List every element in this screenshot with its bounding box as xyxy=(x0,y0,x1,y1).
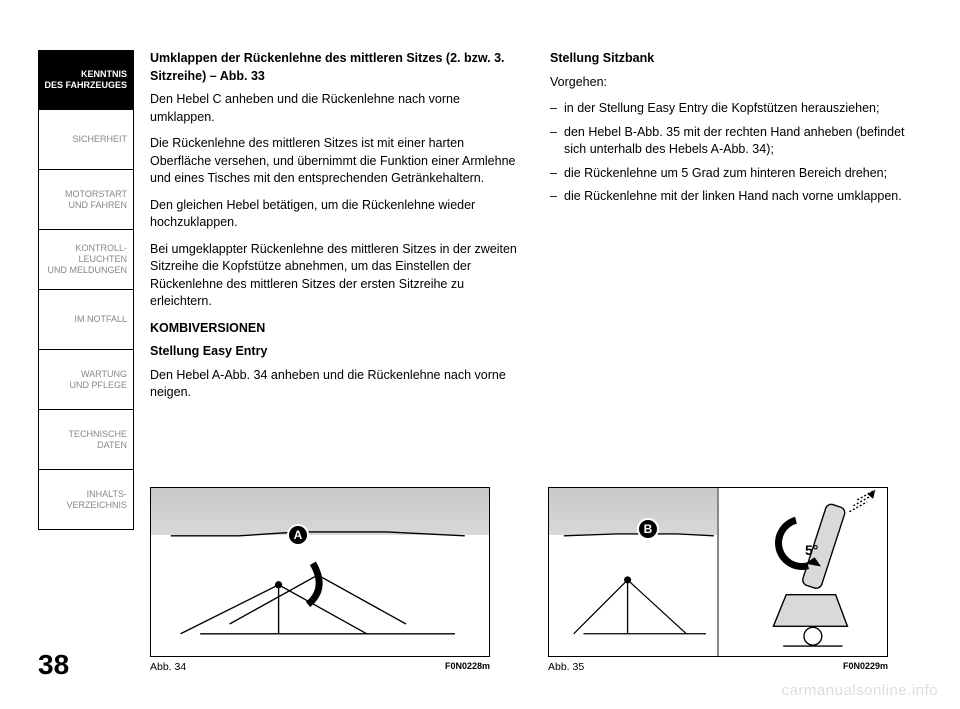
para: Vorgehen: xyxy=(550,74,920,92)
figure-35-left-panel: B xyxy=(549,488,718,656)
body-columns: Umklappen der Rückenlehne des mittleren … xyxy=(150,50,920,411)
left-column: Umklappen der Rückenlehne des mittleren … xyxy=(150,50,520,411)
list-item: die Rückenlehne um 5 Grad zum hinteren B… xyxy=(550,165,920,183)
sidebar-label: MOTORSTARTUND FAHREN xyxy=(65,189,127,211)
figure-35-caption: Abb. 35 xyxy=(548,661,584,673)
list-item: die Rückenlehne mit der linken Hand nach… xyxy=(550,188,920,206)
figure-35-code: F0N0229m xyxy=(843,661,888,673)
sidebar-label: KENNTNISDES FAHRZEUGES xyxy=(44,69,127,91)
para: Den Hebel C anheben und die Rückenlehne … xyxy=(150,91,520,126)
sidebar-item-kenntnis[interactable]: KENNTNISDES FAHRZEUGES xyxy=(38,50,134,110)
heading-sitzbank: Stellung Sitzbank xyxy=(550,50,920,68)
sidebar-label: SICHERHEIT xyxy=(72,134,127,145)
angle-5deg-label: 5° xyxy=(805,542,818,558)
sidebar-item-motorstart[interactable]: MOTORSTARTUND FAHREN xyxy=(38,170,134,230)
figure-35-caption-row: Abb. 35 F0N0229m xyxy=(548,661,888,673)
para: Den Hebel A-Abb. 34 anheben und die Rück… xyxy=(150,367,520,402)
sidebar-label: WARTUNGUND PFLEGE xyxy=(69,369,127,391)
sidebar-item-notfall[interactable]: IM NOTFALL xyxy=(38,290,134,350)
heading-easy-entry: Stellung Easy Entry xyxy=(150,343,520,361)
heading-kombiversionen: KOMBIVERSIONEN xyxy=(150,320,520,338)
sidebar-item-kontrollleuchten[interactable]: KONTROLL-LEUCHTENUND MELDUNGEN xyxy=(38,230,134,290)
seat-illustration xyxy=(151,488,489,656)
para: Den gleichen Hebel betätigen, um die Rüc… xyxy=(150,197,520,232)
figure-34-code: F0N0228m xyxy=(445,661,490,673)
sidebar-label: TECHNISCHEDATEN xyxy=(68,429,127,451)
nav-sidebar: KENNTNISDES FAHRZEUGES SICHERHEIT MOTORS… xyxy=(38,50,134,530)
para: Die Rückenlehne des mittleren Sitzes ist… xyxy=(150,135,520,188)
watermark-text: carmanualsonline.info xyxy=(782,682,938,699)
sidebar-label: INHALTS-VERZEICHNIS xyxy=(66,489,127,511)
figure-35: B 5° xyxy=(548,487,888,657)
figure-35-right-panel: 5° xyxy=(718,488,887,656)
sidebar-item-sicherheit[interactable]: SICHERHEIT xyxy=(38,110,134,170)
right-column: Stellung Sitzbank Vorgehen: in der Stell… xyxy=(550,50,920,411)
figure-34-block: A Abb. 34 F0N0228m xyxy=(150,481,490,673)
figure-35-block: B 5° xyxy=(548,481,888,673)
marker-a: A xyxy=(287,524,309,546)
sidebar-item-inhalt[interactable]: INHALTS-VERZEICHNIS xyxy=(38,470,134,530)
seat-mechanism-icon xyxy=(161,526,475,644)
page-number: 38 xyxy=(38,649,69,681)
sidebar-label: KONTROLL-LEUCHTENUND MELDUNGEN xyxy=(47,243,127,275)
sidebar-item-technische-daten[interactable]: TECHNISCHEDATEN xyxy=(38,410,134,470)
figure-34: A xyxy=(150,487,490,657)
steps-list: in der Stellung Easy Entry die Kopfstütz… xyxy=(550,100,920,206)
seat-illustration xyxy=(549,488,717,656)
heading-umklappen: Umklappen der Rückenlehne des mittleren … xyxy=(150,50,520,85)
list-item: den Hebel B-Abb. 35 mit der rechten Hand… xyxy=(550,124,920,159)
figures-row: A Abb. 34 F0N0228m xyxy=(150,481,888,673)
seat-mechanism-icon xyxy=(559,526,716,644)
seat-fold-icon xyxy=(719,488,887,656)
marker-b: B xyxy=(637,518,659,540)
figure-34-caption: Abb. 34 xyxy=(150,661,186,673)
manual-page: KENNTNISDES FAHRZEUGES SICHERHEIT MOTORS… xyxy=(0,0,960,709)
para: Bei umgeklappter Rückenlehne des mittler… xyxy=(150,241,520,311)
sidebar-item-wartung[interactable]: WARTUNGUND PFLEGE xyxy=(38,350,134,410)
sidebar-label: IM NOTFALL xyxy=(74,314,127,325)
list-item: in der Stellung Easy Entry die Kopfstütz… xyxy=(550,100,920,118)
figure-34-caption-row: Abb. 34 F0N0228m xyxy=(150,661,490,673)
